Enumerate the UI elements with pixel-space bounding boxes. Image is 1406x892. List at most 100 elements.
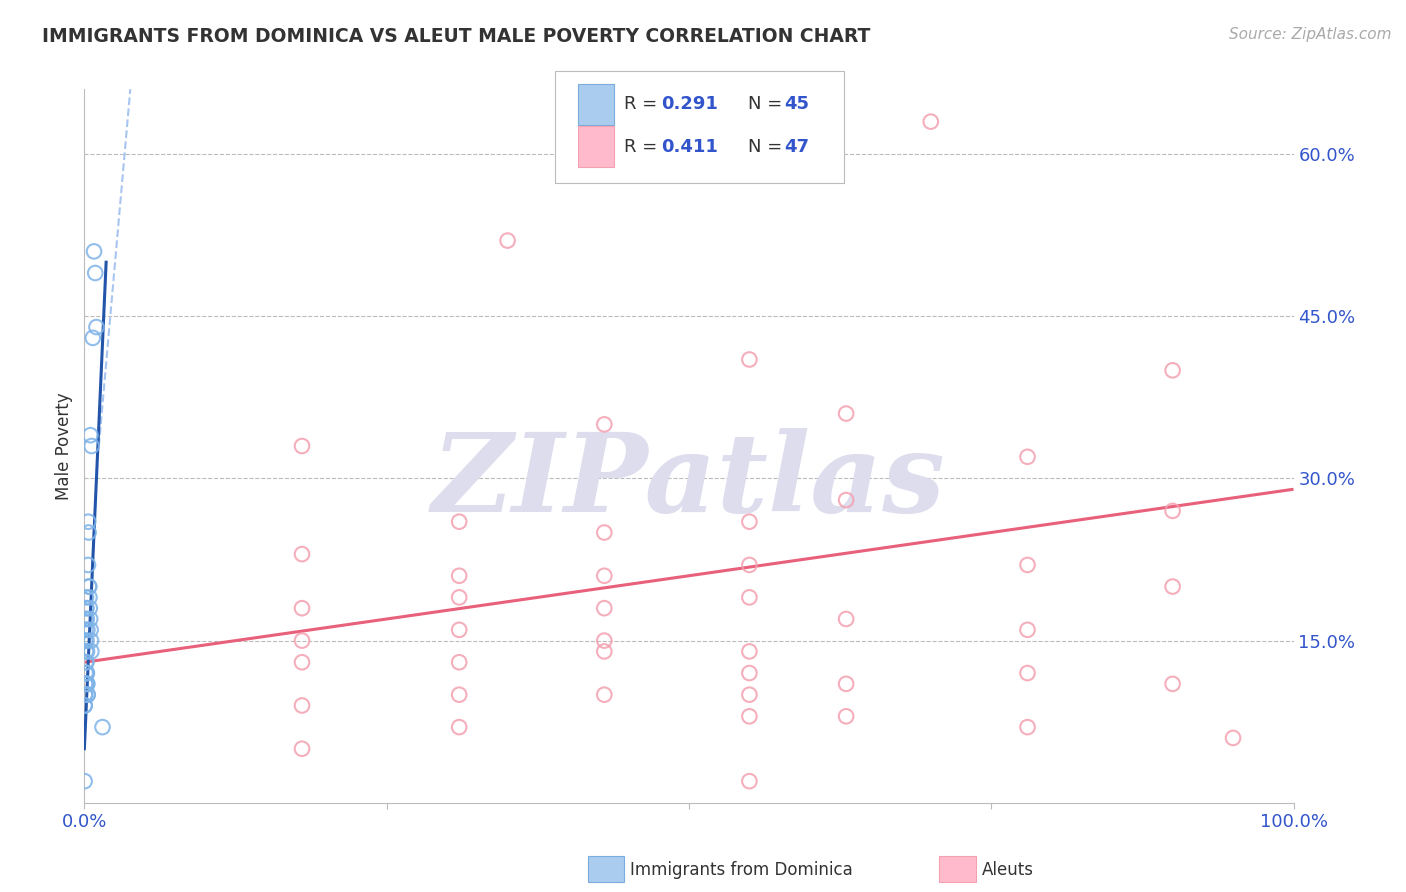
Point [83,244,105,259]
Y-axis label: Male Poverty: Male Poverty [55,392,73,500]
Text: R =: R = [624,95,664,113]
Point [79,612,101,626]
Point [920,114,942,128]
Point [449,515,471,529]
Point [291,698,314,713]
Text: R =: R = [624,138,664,156]
Point [593,417,616,432]
Text: IMMIGRANTS FROM DOMINICA VS ALEUT MALE POVERTY CORRELATION CHART: IMMIGRANTS FROM DOMINICA VS ALEUT MALE P… [42,27,870,45]
Point [75,677,97,691]
Text: Aleuts: Aleuts [981,861,1033,879]
Point [593,644,616,658]
Point [291,547,314,561]
Point [449,720,471,734]
Point [593,568,616,582]
Point [738,688,761,702]
Point [75,612,97,626]
Point [80,644,103,658]
Point [1017,720,1039,734]
Point [76,688,98,702]
Text: Immigrants from Dominica: Immigrants from Dominica [630,861,852,879]
Point [84,266,107,280]
Point [593,525,616,540]
Point [1017,450,1039,464]
Point [91,720,114,734]
Text: 0.411: 0.411 [661,138,717,156]
Point [835,677,858,691]
Point [449,688,471,702]
Point [80,633,103,648]
Point [76,677,98,691]
Point [73,688,96,702]
Point [75,644,97,658]
Point [76,677,98,691]
Point [593,633,616,648]
Point [291,439,314,453]
Point [76,666,98,681]
Text: 47: 47 [785,138,810,156]
Point [75,591,97,605]
Point [496,234,519,248]
Point [449,655,471,669]
Point [73,698,96,713]
Point [75,623,97,637]
Point [1161,504,1184,518]
Point [291,655,314,669]
Point [73,698,96,713]
Point [291,601,314,615]
Point [1161,363,1184,377]
Point [77,525,100,540]
Point [76,666,98,681]
Point [76,612,98,626]
Point [738,558,761,572]
Point [291,633,314,648]
Text: N =: N = [748,138,787,156]
Point [77,580,100,594]
Point [449,591,471,605]
Text: N =: N = [748,95,787,113]
Point [86,320,108,334]
Point [449,568,471,582]
Point [77,515,100,529]
Point [738,352,761,367]
Point [835,407,858,421]
Point [80,439,103,453]
Text: 45: 45 [785,95,810,113]
Point [73,688,96,702]
Point [738,666,761,681]
Point [1017,558,1039,572]
Point [79,601,101,615]
Point [75,601,97,615]
Point [76,623,98,637]
Point [835,709,858,723]
Point [75,666,97,681]
Point [593,601,616,615]
Point [77,558,100,572]
Point [79,623,101,637]
Text: ZIPatlas: ZIPatlas [432,428,946,535]
Point [449,623,471,637]
Point [738,644,761,658]
Point [75,633,97,648]
Point [79,428,101,442]
Point [75,655,97,669]
Point [593,688,616,702]
Point [835,612,858,626]
Point [738,709,761,723]
Point [835,493,858,508]
Point [1161,677,1184,691]
Text: Source: ZipAtlas.com: Source: ZipAtlas.com [1229,27,1392,42]
Point [1017,623,1039,637]
Point [75,655,97,669]
Point [738,774,761,789]
Point [76,644,98,658]
Point [76,633,98,648]
Point [75,601,97,615]
Point [291,741,314,756]
Point [1222,731,1244,745]
Point [75,677,97,691]
Point [82,331,104,345]
Point [1161,580,1184,594]
Point [76,688,98,702]
Point [77,580,100,594]
